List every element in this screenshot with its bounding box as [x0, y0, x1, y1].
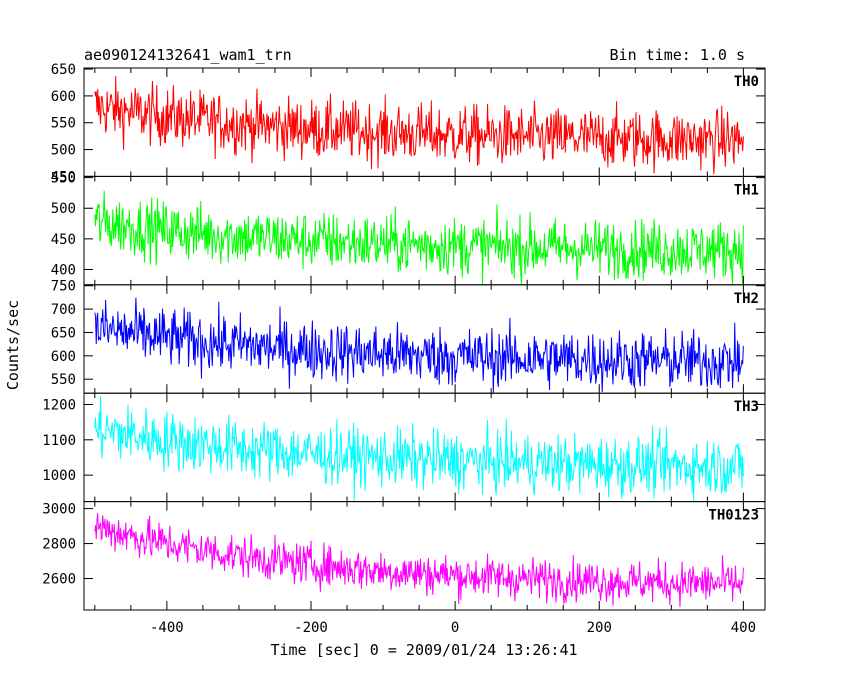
x-tick-label: 400 — [731, 620, 756, 636]
y-tick-label: 2800 — [42, 537, 76, 553]
panel-frame — [83, 501, 766, 611]
y-tick-label: 3000 — [42, 502, 76, 518]
chart-title: ae090124132641_wam1_trn — [84, 46, 292, 64]
y-tick-label: 1100 — [42, 433, 76, 449]
y-tick-label: 700 — [51, 302, 76, 318]
y-tick-label: 650 — [51, 325, 76, 341]
panel-label-th0: TH0 — [734, 74, 759, 90]
series-th2 — [94, 297, 744, 394]
panel-label-th3: TH3 — [734, 399, 759, 415]
y-tick-label: 550 — [51, 171, 76, 187]
x-tick-label: -200 — [294, 620, 328, 636]
panel-th1: 400 450 500 550 TH1 — [51, 171, 766, 286]
y-tick-label: 500 — [51, 201, 76, 217]
y-tick-label: 600 — [51, 89, 76, 105]
y-tick-label: 2600 — [42, 572, 76, 588]
y-tick-label: 500 — [51, 143, 76, 159]
y-tick-label: 400 — [51, 262, 76, 278]
y-tick-label: 600 — [51, 349, 76, 365]
panel-label-th2: TH2 — [734, 291, 759, 307]
panel-th0: 450 500 550 600 650 TH0 — [51, 62, 766, 185]
series-th0 — [94, 75, 744, 175]
panel-th0123: 2600 2800 3000 TH0123 — [42, 501, 766, 611]
panel-label-th1: TH1 — [734, 182, 759, 198]
panels-group: 450 500 550 600 650 TH0 400 450 500 550 TH1 550 600 6… — [42, 62, 766, 611]
y-tick-label: 750 — [51, 279, 76, 295]
panel-label-th0123: TH0123 — [708, 508, 759, 524]
y-tick-label: 550 — [51, 116, 76, 132]
x-axis: -400 -200 0 200 400 — [150, 620, 756, 636]
y-tick-label: 1000 — [42, 468, 76, 484]
panel-th2: 550 600 650 700 750 TH2 — [51, 279, 766, 394]
series-th1 — [94, 190, 744, 285]
y-tick-label: 1200 — [42, 397, 76, 413]
y-tick-label: 450 — [51, 169, 76, 185]
y-tick-label: 550 — [51, 372, 76, 388]
series-th0123 — [94, 512, 744, 608]
x-axis-label: Time [sec] 0 = 2009/01/24 13:26:41 — [270, 641, 577, 659]
bin-time-label: Bin time: 1.0 s — [610, 46, 745, 64]
y-axis-label: Counts/sec — [4, 300, 22, 390]
panel-th3: 1000 1100 1200 TH3 — [42, 392, 766, 503]
y-tick-label: 450 — [51, 232, 76, 248]
x-tick-label: 0 — [451, 620, 459, 636]
series-th3 — [94, 396, 744, 502]
y-tick-label: 650 — [51, 62, 76, 78]
x-tick-label: 200 — [587, 620, 612, 636]
x-tick-label: -400 — [150, 620, 184, 636]
